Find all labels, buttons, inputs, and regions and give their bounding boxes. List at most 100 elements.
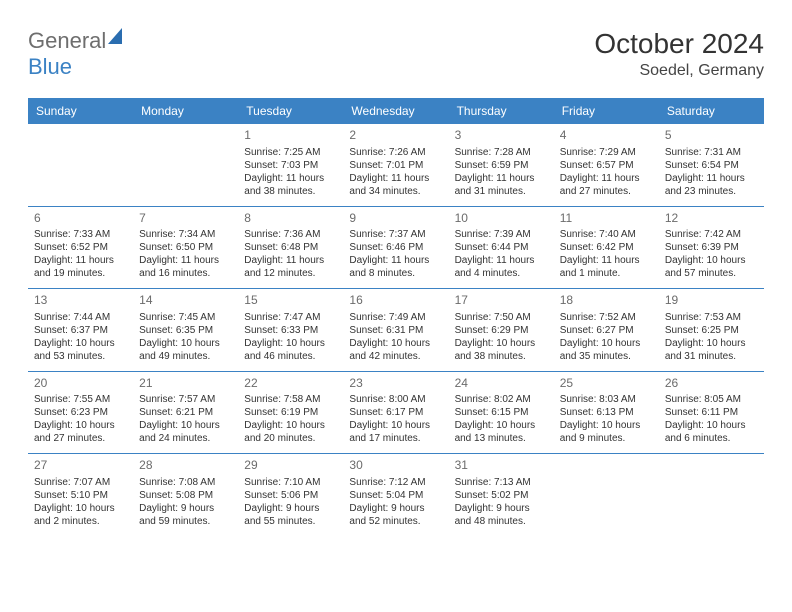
weekday-header: Sunday xyxy=(28,98,133,124)
day-sunrise: Sunrise: 7:42 AM xyxy=(665,228,758,241)
day-dl2: and 2 minutes. xyxy=(34,515,127,528)
day-sunset: Sunset: 6:48 PM xyxy=(244,241,337,254)
day-sunrise: Sunrise: 7:12 AM xyxy=(349,476,442,489)
calendar-day-cell: 3Sunrise: 7:28 AMSunset: 6:59 PMDaylight… xyxy=(449,124,554,206)
day-number: 19 xyxy=(665,293,758,309)
calendar-day-cell: 8Sunrise: 7:36 AMSunset: 6:48 PMDaylight… xyxy=(238,206,343,289)
day-sunset: Sunset: 6:19 PM xyxy=(244,406,337,419)
sail-icon xyxy=(108,28,122,44)
day-dl2: and 46 minutes. xyxy=(244,350,337,363)
day-dl1: Daylight: 10 hours xyxy=(665,337,758,350)
day-sunset: Sunset: 6:50 PM xyxy=(139,241,232,254)
calendar-day-cell: 12Sunrise: 7:42 AMSunset: 6:39 PMDayligh… xyxy=(659,206,764,289)
day-sunrise: Sunrise: 7:29 AM xyxy=(560,146,653,159)
day-sunrise: Sunrise: 8:02 AM xyxy=(455,393,548,406)
calendar-day-cell: 11Sunrise: 7:40 AMSunset: 6:42 PMDayligh… xyxy=(554,206,659,289)
day-dl2: and 53 minutes. xyxy=(34,350,127,363)
day-dl2: and 49 minutes. xyxy=(139,350,232,363)
calendar-day-cell: 31 Sunrise: 7:13 AMSunset: 5:02 PMDayligh… xyxy=(449,454,554,536)
day-sunrise: Sunrise: 7:26 AM xyxy=(349,146,442,159)
day-dl1: Daylight: 9 hours xyxy=(349,502,442,515)
calendar-week-row: 27Sunrise: 7:07 AMSunset: 5:10 PMDayligh… xyxy=(28,454,764,536)
weekday-header: Tuesday xyxy=(238,98,343,124)
day-dl2: and 24 minutes. xyxy=(139,432,232,445)
day-dl1: Daylight: 10 hours xyxy=(349,337,442,350)
day-sunset: Sunset: 6:42 PM xyxy=(560,241,653,254)
day-sunrise: Sunrise: 7:28 AM xyxy=(455,146,548,159)
day-dl2: and 35 minutes. xyxy=(560,350,653,363)
day-sunset: Sunset: 6:44 PM xyxy=(455,241,548,254)
day-dl1: Daylight: 11 hours xyxy=(34,254,127,267)
day-sunrise: Sunrise: 7:25 AM xyxy=(244,146,337,159)
day-sunrise: Sunrise: 7:58 AM xyxy=(244,393,337,406)
day-sunset: Sunset: 6:23 PM xyxy=(34,406,127,419)
logo-text-general: General xyxy=(28,28,106,53)
day-dl1: Daylight: 11 hours xyxy=(455,254,548,267)
day-number: 28 xyxy=(139,458,232,474)
day-sunset: Sunset: 5:02 PM xyxy=(455,489,548,502)
day-dl1: Daylight: 10 hours xyxy=(665,254,758,267)
day-sunset: Sunset: 6:25 PM xyxy=(665,324,758,337)
day-number: 31 xyxy=(455,458,548,474)
day-dl2: and 4 minutes. xyxy=(455,267,548,280)
day-sunrise: Sunrise: 7:13 AM xyxy=(455,476,548,489)
weekday-header: Wednesday xyxy=(343,98,448,124)
weekday-header: Friday xyxy=(554,98,659,124)
day-dl1: Daylight: 10 hours xyxy=(665,419,758,432)
calendar-day-cell: 7Sunrise: 7:34 AMSunset: 6:50 PMDaylight… xyxy=(133,206,238,289)
calendar-empty-cell xyxy=(554,454,659,536)
day-dl1: Daylight: 9 hours xyxy=(455,502,548,515)
day-sunrise: Sunrise: 7:55 AM xyxy=(34,393,127,406)
day-dl1: Daylight: 10 hours xyxy=(349,419,442,432)
day-dl2: and 52 minutes. xyxy=(349,515,442,528)
calendar-day-cell: 22Sunrise: 7:58 AMSunset: 6:19 PMDayligh… xyxy=(238,371,343,454)
calendar-empty-cell xyxy=(659,454,764,536)
day-sunset: Sunset: 5:10 PM xyxy=(34,489,127,502)
day-sunset: Sunset: 5:06 PM xyxy=(244,489,337,502)
day-dl1: Daylight: 11 hours xyxy=(244,254,337,267)
day-dl1: Daylight: 11 hours xyxy=(455,172,548,185)
day-sunset: Sunset: 6:39 PM xyxy=(665,241,758,254)
day-sunset: Sunset: 7:01 PM xyxy=(349,159,442,172)
day-dl2: and 27 minutes. xyxy=(34,432,127,445)
day-number: 24 xyxy=(455,376,548,392)
day-sunrise: Sunrise: 7:08 AM xyxy=(139,476,232,489)
calendar-week-row: 20Sunrise: 7:55 AMSunset: 6:23 PMDayligh… xyxy=(28,371,764,454)
day-dl2: and 13 minutes. xyxy=(455,432,548,445)
day-dl1: Daylight: 10 hours xyxy=(139,337,232,350)
day-dl1: Daylight: 10 hours xyxy=(560,337,653,350)
day-sunrise: Sunrise: 7:39 AM xyxy=(455,228,548,241)
day-sunset: Sunset: 6:29 PM xyxy=(455,324,548,337)
day-dl2: and 20 minutes. xyxy=(244,432,337,445)
day-sunset: Sunset: 5:04 PM xyxy=(349,489,442,502)
calendar-day-cell: 21Sunrise: 7:57 AMSunset: 6:21 PMDayligh… xyxy=(133,371,238,454)
day-dl1: Daylight: 11 hours xyxy=(560,172,653,185)
day-dl2: and 6 minutes. xyxy=(665,432,758,445)
day-dl2: and 9 minutes. xyxy=(560,432,653,445)
day-dl1: Daylight: 11 hours xyxy=(349,254,442,267)
calendar-week-row: 6Sunrise: 7:33 AMSunset: 6:52 PMDaylight… xyxy=(28,206,764,289)
day-sunrise: Sunrise: 7:37 AM xyxy=(349,228,442,241)
day-sunrise: Sunrise: 7:52 AM xyxy=(560,311,653,324)
calendar-day-cell: 29Sunrise: 7:10 AMSunset: 5:06 PMDayligh… xyxy=(238,454,343,536)
day-number: 10 xyxy=(455,211,548,227)
calendar-empty-cell xyxy=(133,124,238,206)
day-number: 4 xyxy=(560,128,653,144)
day-number: 18 xyxy=(560,293,653,309)
day-dl1: Daylight: 9 hours xyxy=(244,502,337,515)
day-dl1: Daylight: 11 hours xyxy=(665,172,758,185)
calendar-day-cell: 25Sunrise: 8:03 AMSunset: 6:13 PMDayligh… xyxy=(554,371,659,454)
day-number: 14 xyxy=(139,293,232,309)
day-dl1: Daylight: 10 hours xyxy=(244,419,337,432)
day-dl1: Daylight: 10 hours xyxy=(34,419,127,432)
day-number: 1 xyxy=(244,128,337,144)
calendar-day-cell: 17Sunrise: 7:50 AMSunset: 6:29 PMDayligh… xyxy=(449,289,554,372)
day-number: 3 xyxy=(455,128,548,144)
calendar-table: SundayMondayTuesdayWednesdayThursdayFrid… xyxy=(28,98,764,536)
day-sunset: Sunset: 6:31 PM xyxy=(349,324,442,337)
day-sunrise: Sunrise: 7:36 AM xyxy=(244,228,337,241)
month-title: October 2024 xyxy=(594,28,764,60)
day-sunrise: Sunrise: 7:49 AM xyxy=(349,311,442,324)
calendar-week-row: 13Sunrise: 7:44 AMSunset: 6:37 PMDayligh… xyxy=(28,289,764,372)
day-dl2: and 59 minutes. xyxy=(139,515,232,528)
